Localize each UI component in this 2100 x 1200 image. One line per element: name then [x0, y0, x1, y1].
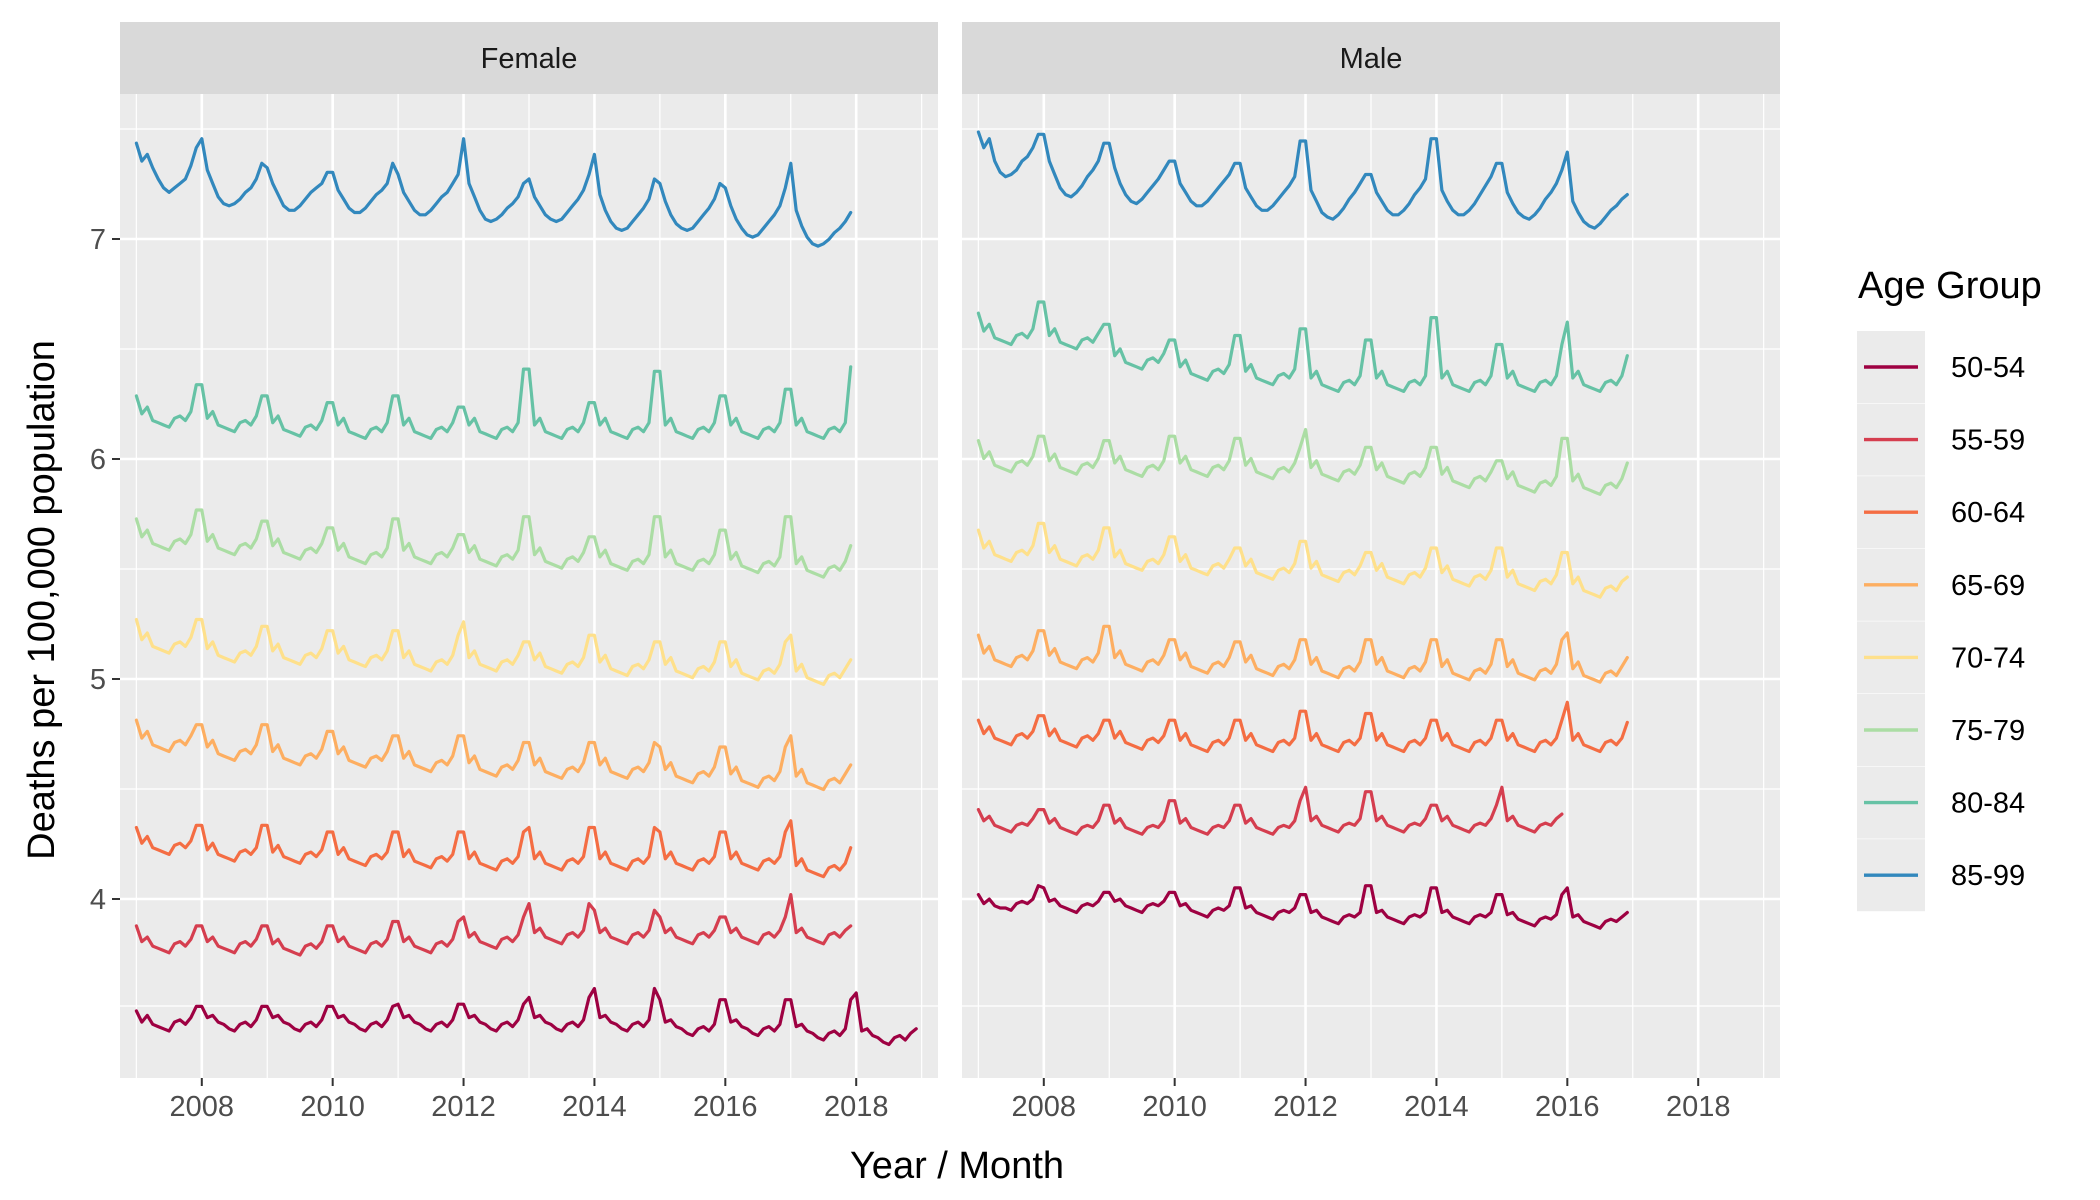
facet-strip — [120, 22, 938, 94]
legend-item-55-59: 55-59 — [1857, 403, 2025, 476]
legend-item-60-64: 60-64 — [1857, 476, 2025, 549]
series-line-80-84 — [134, 365, 853, 440]
x-tick-label: 2014 — [1404, 1091, 1469, 1123]
x-axis-title: Year / Month — [850, 1145, 1064, 1187]
x-tick-label: 2008 — [170, 1091, 235, 1123]
legend-label: 65-69 — [1951, 570, 2025, 602]
legend-items: 50-54 55-59 60-64 65-69 70-74 75-79 80-84 85-99 — [1857, 331, 2025, 912]
legend-label: 60-64 — [1951, 497, 2025, 529]
x-tick-label: 2012 — [431, 1091, 496, 1123]
series-line-65-69 — [976, 624, 1629, 684]
x-tick-label: 2018 — [1666, 1091, 1731, 1123]
legend-item-80-84: 80-84 — [1857, 766, 2025, 839]
series-line-55-59 — [976, 785, 1564, 836]
y-tick-label: 6 — [90, 444, 106, 476]
series-line-65-69 — [134, 718, 853, 792]
series-line-60-64 — [976, 700, 1629, 754]
legend-label: 55-59 — [1951, 425, 2025, 457]
x-tick-label: 2008 — [1012, 1091, 1077, 1123]
x-tick-label: 2014 — [562, 1091, 627, 1123]
legend-item-65-69: 65-69 — [1857, 548, 2025, 621]
legend-label: 75-79 — [1951, 715, 2025, 747]
panels-layer: Female 2008 2010 2012 2014 2016 2018 4 5 6 7 Male 20… — [90, 22, 1780, 1123]
legend-item-75-79: 75-79 — [1857, 694, 2025, 766]
legend-item-50-54: 50-54 — [1857, 331, 2025, 403]
panel-female: Female 2008 2010 2012 2014 2016 2018 4 5 6 7 — [90, 22, 938, 1123]
legend: Age Group 50-54 55-59 60-64 65-69 70-74 75-79… — [1857, 265, 2042, 912]
legend-label: 70-74 — [1951, 642, 2025, 674]
series-line-85-99 — [134, 137, 853, 248]
x-tick-label: 2010 — [1142, 1091, 1207, 1123]
x-tick-label: 2018 — [824, 1091, 889, 1123]
x-tick-label: 2012 — [1273, 1091, 1338, 1123]
series-line-70-74 — [134, 617, 853, 687]
series-line-60-64 — [134, 819, 853, 879]
legend-label: 80-84 — [1951, 788, 2025, 820]
series-line-85-99 — [976, 130, 1629, 230]
y-axis-title: Deaths per 100,000 population — [21, 340, 63, 860]
legend-item-70-74: 70-74 — [1857, 621, 2025, 694]
x-tick-label: 2016 — [693, 1091, 758, 1123]
series-line-70-74 — [976, 521, 1629, 599]
series-line-80-84 — [976, 300, 1629, 393]
legend-label: 50-54 — [1951, 352, 2025, 384]
legend-title: Age Group — [1858, 265, 2042, 307]
series-line-75-79 — [134, 508, 853, 579]
facet-strip-label: Female — [481, 43, 578, 75]
series-line-50-54 — [976, 884, 1629, 930]
facet-strip-label: Male — [1340, 43, 1403, 75]
x-tick-label: 2010 — [300, 1091, 365, 1123]
y-tick-label: 5 — [90, 664, 106, 696]
legend-item-85-99: 85-99 — [1857, 839, 2025, 912]
series-line-55-59 — [134, 892, 853, 957]
x-tick-label: 2016 — [1535, 1091, 1600, 1123]
series-line-50-54 — [134, 986, 918, 1047]
series-line-75-79 — [976, 427, 1629, 496]
panel-male: Male 2008 2010 2012 2014 2016 2018 — [962, 22, 1780, 1123]
y-tick-label: 4 — [90, 884, 106, 916]
facet-strip — [962, 22, 1780, 94]
y-tick-label: 7 — [90, 224, 106, 256]
legend-label: 85-99 — [1951, 860, 2025, 892]
